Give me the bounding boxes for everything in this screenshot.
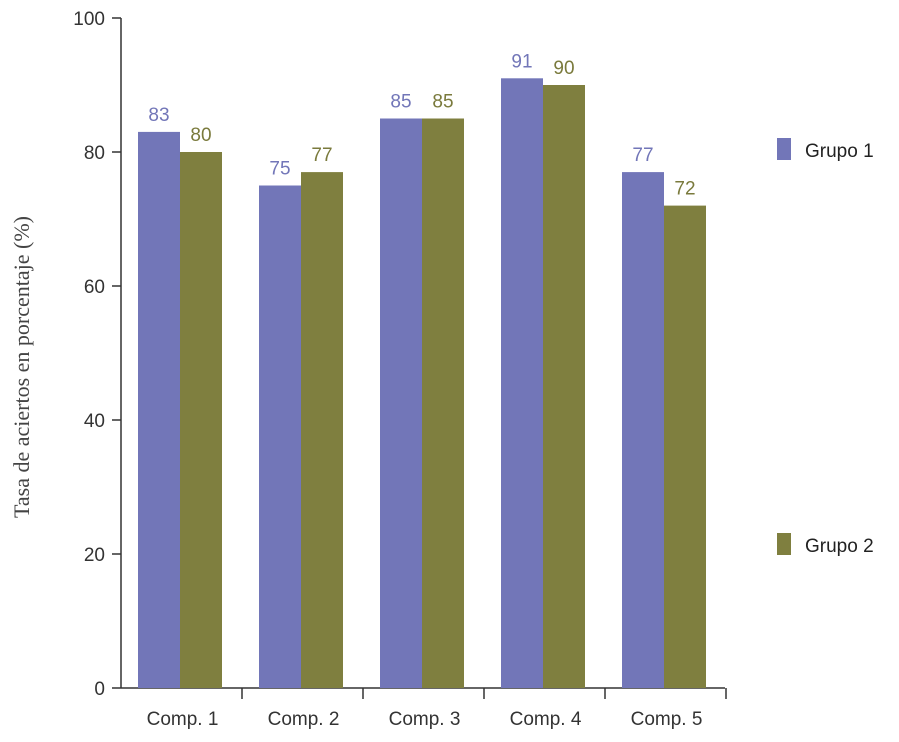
bar-2-1 bbox=[180, 152, 222, 688]
bar-1-3 bbox=[380, 118, 422, 688]
x-tick-label: Comp. 4 bbox=[510, 709, 582, 730]
x-tick-label: Comp. 2 bbox=[268, 709, 340, 730]
bar-2-4 bbox=[543, 85, 585, 688]
value-label: 80 bbox=[190, 125, 211, 146]
y-tick-label: 60 bbox=[84, 277, 105, 298]
value-label: 85 bbox=[390, 92, 411, 113]
legend-swatch-1 bbox=[777, 138, 791, 160]
y-tick-label: 20 bbox=[84, 545, 105, 566]
value-label: 77 bbox=[311, 145, 332, 166]
bars bbox=[138, 78, 706, 689]
y-tick-label: 100 bbox=[73, 9, 105, 30]
value-label: 77 bbox=[632, 145, 653, 166]
y-tick-label: 80 bbox=[84, 143, 105, 164]
legend-swatch-2 bbox=[777, 533, 791, 555]
value-label: 91 bbox=[511, 51, 532, 72]
legend-label-1: Grupo 1 bbox=[805, 141, 874, 162]
value-labels: 83 80 75 77 85 85 91 90 77 72 bbox=[148, 51, 695, 199]
value-label: 72 bbox=[674, 179, 695, 200]
y-tick-label: 0 bbox=[94, 679, 105, 700]
bar-2-2 bbox=[301, 172, 343, 689]
y-tick-label: 40 bbox=[84, 411, 105, 432]
y-axis-label: Tasa de aciertos en porcentaje (%) bbox=[9, 216, 34, 518]
value-label: 75 bbox=[269, 159, 290, 180]
x-tick-label: Comp. 1 bbox=[147, 709, 219, 730]
bar-2-3 bbox=[422, 118, 464, 688]
legend: Grupo 1 Grupo 2 bbox=[777, 138, 874, 557]
x-tick-label: Comp. 5 bbox=[631, 709, 703, 730]
bar-1-5 bbox=[622, 172, 664, 689]
value-label: 90 bbox=[553, 58, 574, 79]
bar-1-2 bbox=[259, 185, 301, 688]
bar-1-4 bbox=[501, 78, 543, 689]
x-tick-label: Comp. 3 bbox=[389, 709, 461, 730]
bar-1-1 bbox=[138, 131, 180, 688]
legend-label-2: Grupo 2 bbox=[805, 536, 874, 557]
value-label: 83 bbox=[148, 105, 169, 126]
value-label: 85 bbox=[432, 92, 453, 113]
bar-2-5 bbox=[664, 205, 706, 688]
